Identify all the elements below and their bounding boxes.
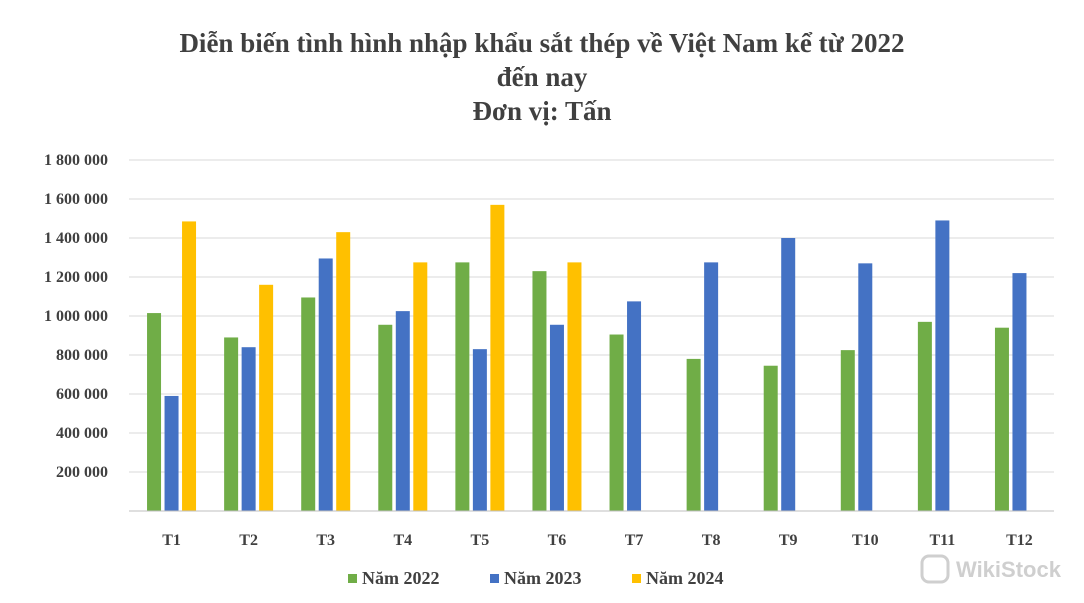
x-tick-label-T5: T5 (471, 532, 490, 549)
bars (147, 204, 1027, 512)
bar-Năm-2024-T6 (567, 262, 582, 511)
bar-Năm-2022-T4 (378, 324, 393, 511)
bar-Năm-2023-T6 (549, 324, 564, 511)
x-tick-label-T12: T12 (1006, 532, 1033, 549)
y-tick-label: 200 000 (56, 464, 108, 481)
bar-Năm-2023-T5 (472, 349, 487, 511)
bar-Năm-2022-T12 (994, 327, 1009, 511)
bar-Năm-2023-T2 (241, 347, 256, 511)
y-tick-label: 1 200 000 (44, 269, 108, 286)
bar-Năm-2023-T7 (627, 301, 642, 511)
x-tick-label-T9: T9 (779, 532, 798, 549)
bar-Năm-2023-T3 (318, 258, 333, 511)
bar-Năm-2022-T1 (147, 313, 162, 511)
legend-swatch-0 (348, 574, 357, 583)
bar-Năm-2023-T11 (935, 220, 950, 511)
y-tick-labels: 200 000 400 000 600 000 800 000 1 000 000 1 2… (44, 152, 108, 481)
bar-Năm-2023-T1 (164, 395, 179, 511)
y-tick-label: 1 000 000 (44, 308, 108, 325)
bar-Năm-2023-T12 (1012, 273, 1027, 511)
bar-Năm-2023-T8 (704, 262, 719, 511)
x-tick-label-T6: T6 (548, 532, 567, 549)
x-tick-label-T1: T1 (162, 532, 181, 549)
y-tick-label: 800 000 (56, 347, 108, 364)
x-tick-label-T7: T7 (625, 532, 644, 549)
gridlines (129, 159, 1054, 473)
x-tick-label-T4: T4 (393, 532, 412, 549)
bar-Năm-2023-T10 (858, 263, 873, 511)
bar-Năm-2022-T5 (455, 262, 470, 511)
bar-Năm-2024-T2 (259, 284, 274, 511)
legend-label-1: Năm 2023 (504, 568, 582, 588)
x-tick-label-T8: T8 (702, 532, 721, 549)
x-tick-label-T2: T2 (239, 532, 258, 549)
bar-Năm-2022-T11 (917, 321, 932, 511)
bar-Năm-2023-T9 (781, 238, 796, 511)
bar-Năm-2022-T7 (609, 334, 624, 511)
bar-Năm-2023-T4 (395, 311, 410, 511)
x-tick-labels: T1 T2 T3 T4 T5 T6 T7 T8 T9 T10 T11 T12 (162, 532, 1033, 549)
y-tick-label: 1 400 000 (44, 230, 108, 247)
watermark: WikiStock (920, 554, 1062, 584)
bar-Năm-2024-T4 (413, 262, 428, 511)
bar-Năm-2022-T9 (763, 365, 778, 511)
chart-subtitle: Đơn vị: Tấn (472, 96, 612, 126)
legend-swatch-1 (490, 574, 499, 583)
chart-title-line2: đến nay (496, 62, 588, 92)
bar-Năm-2022-T6 (532, 271, 547, 511)
chart-title: Diễn biến tình hình nhập khẩu sắt thép v… (179, 28, 905, 58)
y-tick-label: 600 000 (56, 386, 108, 403)
watermark-text: WikiStock (956, 557, 1062, 582)
legend: Năm 2022 Năm 2023 Năm 2024 (348, 568, 724, 588)
wikistock-logo-icon (920, 554, 950, 584)
legend-swatch-2 (632, 574, 641, 583)
legend-label-2: Năm 2024 (646, 568, 724, 588)
bar-Năm-2024-T5 (490, 204, 505, 511)
y-tick-label: 1 800 000 (44, 152, 108, 169)
bar-Năm-2024-T1 (182, 221, 197, 512)
legend-label-0: Năm 2022 (362, 568, 440, 588)
x-tick-label-T10: T10 (852, 532, 879, 549)
x-tick-label-T11: T11 (929, 532, 955, 549)
y-tick-label: 400 000 (56, 425, 108, 442)
y-tick-label: 1 600 000 (44, 191, 108, 208)
bar-Năm-2022-T10 (840, 350, 855, 511)
bar-Năm-2022-T2 (224, 337, 239, 511)
bar-Năm-2024-T3 (336, 232, 351, 511)
bar-Năm-2022-T8 (686, 358, 701, 511)
bar-Năm-2022-T3 (301, 297, 316, 511)
x-tick-label-T3: T3 (316, 532, 335, 549)
